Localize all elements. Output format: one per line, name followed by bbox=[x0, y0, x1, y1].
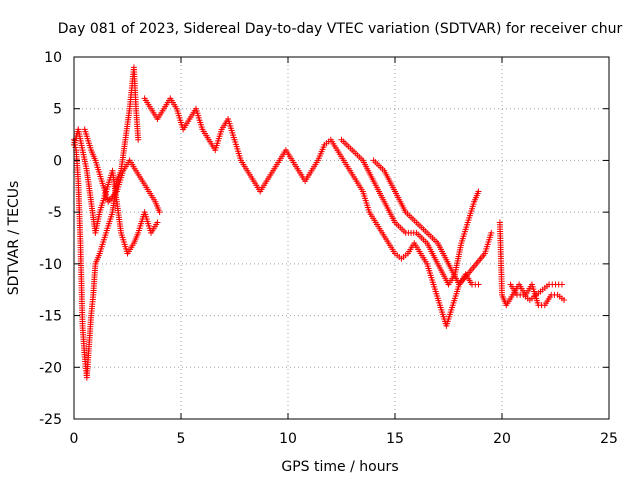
axis-ticks: 0 5 10 15 20 25 -25 -20 -15 -10 -5 0 5 10 bbox=[39, 50, 618, 447]
data-point bbox=[135, 136, 142, 143]
y-tick-label: 5 bbox=[53, 102, 62, 118]
data-point bbox=[561, 297, 568, 304]
x-tick-label: 10 bbox=[279, 431, 297, 447]
data-point bbox=[475, 281, 482, 288]
x-tick-label: 15 bbox=[386, 431, 404, 447]
data-points bbox=[71, 64, 568, 381]
y-tick-label: -15 bbox=[39, 309, 62, 325]
chart-title: Day 081 of 2023, Sidereal Day-to-day VTE… bbox=[58, 21, 623, 37]
data-point bbox=[156, 209, 163, 216]
data-point bbox=[558, 281, 565, 288]
x-tick-label: 20 bbox=[493, 431, 511, 447]
y-tick-label: 0 bbox=[53, 153, 62, 169]
x-tick-label: 25 bbox=[600, 431, 618, 447]
y-tick-label: -10 bbox=[39, 257, 62, 273]
y-tick-label: -20 bbox=[39, 360, 62, 376]
y-axis-label: SDTVAR / TECUs bbox=[6, 181, 22, 296]
y-tick-label: -5 bbox=[48, 205, 62, 221]
data-point bbox=[154, 219, 161, 226]
x-tick-label: 0 bbox=[70, 431, 79, 447]
x-tick-label: 5 bbox=[177, 431, 186, 447]
plot-frame bbox=[73, 56, 610, 420]
y-tick-label: 10 bbox=[44, 50, 62, 66]
data-point bbox=[488, 229, 495, 236]
x-axis-label: GPS time / hours bbox=[281, 459, 398, 475]
y-tick-label: -25 bbox=[39, 412, 62, 428]
data-point bbox=[475, 188, 482, 195]
